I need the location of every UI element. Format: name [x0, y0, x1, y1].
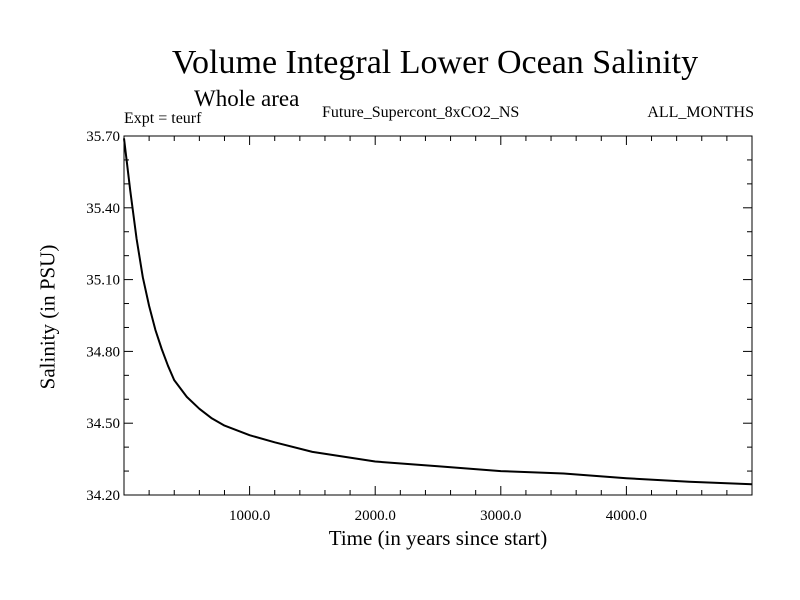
- chart-title: Volume Integral Lower Ocean Salinity: [171, 44, 699, 81]
- y-tick-label: 34.50: [86, 416, 120, 432]
- x-tick-label: 1000.0: [229, 508, 270, 524]
- y-tick-label: 35.40: [86, 201, 120, 217]
- chart-subtitle: Whole area: [194, 86, 300, 111]
- y-axis-label: Salinity (in PSU): [35, 244, 60, 390]
- x-tick-label: 3000.0: [480, 508, 521, 524]
- y-tick-label: 35.10: [86, 273, 120, 289]
- x-axis-label: Time (in years since start): [328, 526, 548, 550]
- axis-ticks: [124, 135, 752, 496]
- x-tick-label: 4000.0: [606, 508, 647, 524]
- tick-labels: 34.20 34.50 34.80 35.10 35.40 35.70 1000.0 2000…: [86, 129, 647, 524]
- y-tick-label: 35.70: [86, 129, 120, 145]
- salinity-series-line: [123, 138, 753, 486]
- y-tick-label: 34.20: [86, 488, 120, 504]
- series-lines: [123, 138, 753, 486]
- plot-frame: [123, 135, 753, 496]
- y-tick-label: 34.80: [86, 344, 120, 360]
- months-label: ALL_MONTHS: [647, 104, 754, 121]
- x-tick-label: 2000.0: [355, 508, 396, 524]
- run-name-label: Future_Supercont_8xCO2_NS: [322, 104, 520, 121]
- experiment-label: Expt = teurf: [124, 110, 202, 127]
